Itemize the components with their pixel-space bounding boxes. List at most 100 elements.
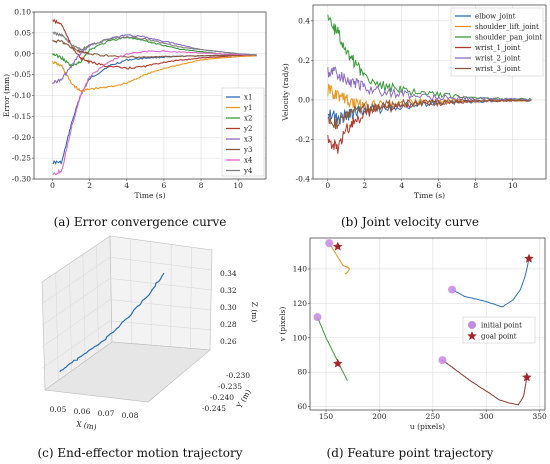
chart-c-ylabel: Y (m) xyxy=(234,388,252,411)
chart-a-legend-label: y4 xyxy=(243,167,253,175)
chart-a-legend-label: y1 xyxy=(243,104,252,112)
chart-c-ytick-label: -0.235 xyxy=(218,382,242,391)
chart-b-xtick-label: 4 xyxy=(399,181,404,190)
chart-a-ytick-label: -0.25 xyxy=(12,154,31,163)
chart-c-xtick-label: 0.06 xyxy=(74,407,91,416)
chart-a-xtick-label: 4 xyxy=(124,181,129,190)
chart-c-back-pane xyxy=(109,235,213,351)
chart-d-legend-swatch-initial xyxy=(468,321,476,329)
chart-c-grid xyxy=(41,320,111,369)
chart-a-ytick-label: 0.10 xyxy=(14,8,31,17)
chart-d-xtick-label: 350 xyxy=(532,412,547,421)
chart-c-ztick-label: 0.34 xyxy=(220,269,237,278)
chart-a-series-y4 xyxy=(52,31,257,56)
chart-d-ylabel: v (pixels) xyxy=(278,307,287,343)
chart-b-legend-label: shoulder_lift_joint xyxy=(475,23,539,31)
chart-d-legend-label: goal point xyxy=(481,333,517,341)
chart-b-caption: (b) Joint velocity curve xyxy=(341,215,479,229)
chart-b-legend-label: wrist_1_joint xyxy=(475,44,521,52)
chart-b-legend-label: shoulder_pan_joint xyxy=(475,34,542,42)
chart-d-goal-point xyxy=(333,358,343,368)
chart-a-legend xyxy=(221,87,265,177)
chart-d-goal-point xyxy=(522,372,532,382)
chart-c-zlabel: Z (m) xyxy=(250,302,259,323)
chart-d-ytick-label: 60 xyxy=(297,402,307,411)
chart-b-ytick-label: -0.2 xyxy=(296,135,311,144)
chart-c-grid xyxy=(130,238,132,344)
chart-c-grid xyxy=(68,263,73,371)
chart-b-ytick-label: 0.0 xyxy=(298,95,310,104)
chart-b-xtick-label: 6 xyxy=(436,181,441,190)
chart-c-grid xyxy=(190,247,192,349)
chart-a-ytick-label: -0.10 xyxy=(12,91,31,100)
chart-c-ztick-label: 0.30 xyxy=(220,303,237,312)
chart-c-xtick-label: 0.07 xyxy=(98,409,115,418)
chart-b-legend-label: elbow_joint xyxy=(475,13,516,21)
chart-b-legend-label: wrist_3_joint xyxy=(475,65,521,73)
chart-c-grid xyxy=(109,299,213,311)
chart-a-ytick-label: -0.20 xyxy=(12,133,31,142)
chart-d-series-4 xyxy=(442,359,528,406)
chart-c-xtick-label: 0.05 xyxy=(50,405,67,414)
chart-d-ytick-label: 80 xyxy=(297,368,307,377)
chart-c-trajectory xyxy=(59,272,165,373)
chart-d-xtick-label: 150 xyxy=(319,412,334,421)
chart-d-ytick-label: 100 xyxy=(293,333,308,342)
chart-a-legend-label: y3 xyxy=(243,146,252,154)
chart-d-initial-point xyxy=(313,313,322,322)
chart-c-caption: (c) End-effector motion trajectory xyxy=(37,446,242,460)
chart-c-grid xyxy=(109,320,213,331)
chart-a-ytick-label: -0.15 xyxy=(12,112,31,121)
chart-d-xlabel: u (pixels) xyxy=(410,422,445,431)
chart-a-series-y2 xyxy=(52,18,257,70)
chart-c-ztick-label: 0.26 xyxy=(220,337,237,346)
chart-b-xlabel: Time (s) xyxy=(414,191,445,200)
chart-d-initial-point xyxy=(325,239,334,248)
chart-a-legend-label: x4 xyxy=(244,157,253,165)
chart-a-xtick-label: 6 xyxy=(162,181,167,190)
chart-a-ytick-label: -0.30 xyxy=(12,175,31,184)
chart-c-xtick-label: 0.08 xyxy=(122,411,139,420)
chart-d-plot-frame xyxy=(309,237,546,411)
chart-a-series-x4 xyxy=(52,50,257,176)
chart-c-floor-pane xyxy=(44,341,211,403)
chart-b-series-wrist_2_joint xyxy=(327,66,532,102)
chart-b-ylabel: Velocity (rad/s) xyxy=(281,63,290,121)
chart-a-legend-label: x3 xyxy=(244,136,252,144)
chart-c-xlabel: X (m) xyxy=(75,419,97,431)
chart-b-ytick-label: 0.2 xyxy=(298,56,310,65)
chart-d-ytick-label: 120 xyxy=(293,299,308,308)
chart-d-ytick-label: 140 xyxy=(293,264,308,273)
chart-c-grid xyxy=(41,256,111,304)
chart-a-series-y1 xyxy=(52,55,257,93)
chart-a-legend-label: x2 xyxy=(244,115,252,123)
chart-c-grid xyxy=(109,278,213,291)
chart-d-caption: (d) Feature point trajectory xyxy=(327,446,494,460)
chart-d-series-2 xyxy=(328,242,351,275)
chart-a-xtick-label: 8 xyxy=(199,181,204,190)
chart-b-xtick-label: 10 xyxy=(508,181,518,190)
chart-a-ytick-label: 0.00 xyxy=(14,49,31,58)
chart-d-xtick-label: 300 xyxy=(479,412,494,421)
chart-a-ylabel: Error (mm) xyxy=(2,74,11,117)
chart-c-ytick-label: -0.245 xyxy=(202,404,226,413)
chart-c-grid xyxy=(41,299,111,348)
chart-a-xtick-label: 10 xyxy=(233,181,243,190)
chart-a-plot-frame xyxy=(33,11,267,180)
chart-a-ytick-label: -0.05 xyxy=(12,70,31,79)
chart-b-ytick-label: -0.4 xyxy=(296,175,311,184)
chart-b-xtick-label: 0 xyxy=(325,181,330,190)
chart-b-legend-label: wrist_2_joint xyxy=(475,55,521,63)
chart-d-goal-point xyxy=(333,241,343,251)
chart-b-legend xyxy=(450,7,544,77)
chart-d-initial-point xyxy=(438,356,447,365)
chart-d-xtick-label: 200 xyxy=(372,412,387,421)
chart-b-series-wrist_3_joint xyxy=(327,98,532,130)
chart-b-xtick-label: 8 xyxy=(473,181,478,190)
chart-a-xtick-label: 2 xyxy=(87,181,92,190)
chart-c-ztick-label: 0.28 xyxy=(220,320,237,329)
chart-d-series-1 xyxy=(451,258,530,308)
chart-a-legend-label: y2 xyxy=(243,125,252,133)
